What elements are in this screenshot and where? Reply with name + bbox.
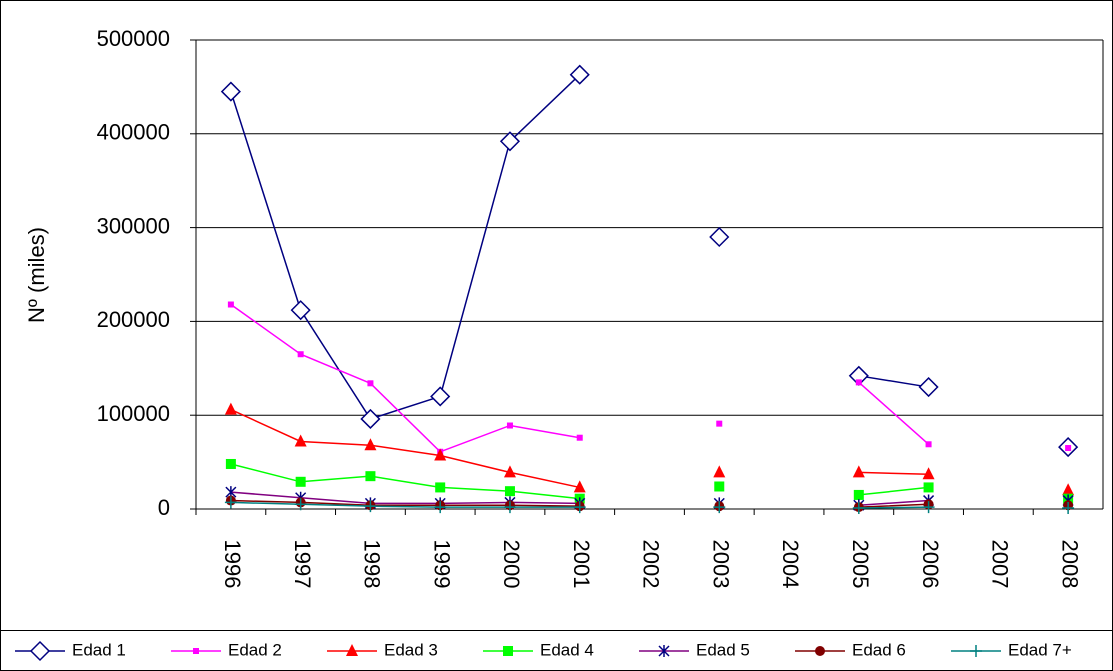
marker [434, 501, 447, 514]
marker [506, 422, 513, 429]
marker [1062, 502, 1075, 515]
marker [852, 465, 865, 478]
legend-label: Edad 5 [696, 640, 750, 659]
marker [815, 646, 825, 656]
x-tick-label: 1996 [220, 540, 245, 589]
y-tick-label: 200000 [97, 307, 170, 332]
legend-label: Edad 3 [384, 640, 438, 659]
marker [364, 438, 377, 451]
marker [227, 301, 234, 308]
marker [346, 644, 358, 656]
marker [220, 81, 241, 102]
y-tick-label: 100000 [97, 401, 170, 426]
marker [853, 489, 864, 500]
x-tick-label: 2000 [499, 540, 524, 589]
marker [713, 501, 726, 514]
marker [503, 465, 516, 478]
marker [970, 645, 982, 657]
x-tick-label: 2003 [708, 540, 733, 589]
y-tick-label: 400000 [97, 120, 170, 145]
marker [716, 420, 723, 427]
x-tick-label: 1999 [429, 540, 454, 589]
marker [367, 380, 374, 387]
marker [504, 486, 515, 497]
marker [925, 441, 932, 448]
legend-label: Edad 6 [852, 640, 906, 659]
marker [503, 501, 516, 514]
marker [435, 482, 446, 493]
marker [573, 480, 586, 493]
marker [714, 481, 725, 492]
legend-label: Edad 4 [540, 640, 594, 659]
x-tick-label: 1997 [290, 540, 315, 589]
marker [709, 226, 730, 248]
marker [713, 465, 726, 478]
marker [225, 458, 236, 469]
legend-label: Edad 7+ [1008, 640, 1072, 659]
marker [918, 376, 939, 398]
marker [569, 64, 590, 85]
x-tick-label: 2005 [848, 540, 873, 589]
marker [573, 501, 586, 514]
marker [294, 498, 307, 511]
marker [364, 500, 377, 513]
marker [29, 640, 51, 662]
marker [224, 496, 237, 509]
marker [852, 502, 865, 515]
marker [1065, 445, 1072, 452]
y-tick-label: 500000 [97, 26, 170, 51]
marker [434, 448, 447, 461]
marker [365, 471, 376, 482]
marker [922, 467, 935, 480]
y-axis-label: Nº (miles) [24, 227, 49, 323]
marker [1062, 483, 1075, 496]
marker [360, 408, 381, 430]
legend-label: Edad 1 [72, 640, 126, 659]
marker [297, 351, 304, 358]
marker [576, 434, 583, 441]
marker [193, 648, 199, 654]
marker [430, 386, 451, 407]
marker [855, 379, 862, 386]
x-tick-label: 2007 [988, 540, 1013, 589]
marker [290, 300, 311, 321]
marker [224, 402, 237, 415]
marker [295, 476, 306, 487]
marker [923, 482, 934, 493]
x-tick-label: 2008 [1057, 540, 1082, 589]
x-tick-label: 2004 [778, 540, 803, 589]
x-tick-label: 2006 [918, 540, 943, 589]
y-tick-label: 300000 [97, 213, 170, 238]
marker [294, 434, 307, 447]
marker [658, 645, 670, 657]
legend: Edad 1 Edad 2 Edad 3 Edad 4 Edad 5 Edad 6 Edad… [15, 640, 1072, 662]
x-tick-label: 2001 [569, 540, 594, 589]
legend-label: Edad 2 [228, 640, 282, 659]
x-tick-label: 2002 [639, 540, 664, 589]
y-tick-label: 0 [158, 495, 170, 520]
marker [503, 646, 513, 656]
marker [499, 131, 521, 152]
marker [922, 501, 935, 514]
x-tick-label: 1998 [360, 540, 385, 589]
